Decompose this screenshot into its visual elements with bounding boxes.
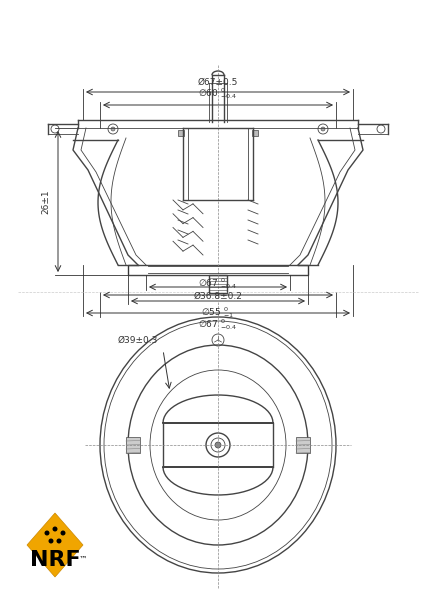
Text: $\varnothing$67 $^{0}_{-0.4}$: $\varnothing$67 $^{0}_{-0.4}$ xyxy=(198,276,238,291)
Bar xyxy=(128,265,308,275)
Circle shape xyxy=(61,530,65,535)
Text: ™: ™ xyxy=(79,555,87,564)
Circle shape xyxy=(57,539,61,544)
Text: Ø67±0.5: Ø67±0.5 xyxy=(198,78,238,87)
Text: $\varnothing$55 $^{0}_{-1}$: $\varnothing$55 $^{0}_{-1}$ xyxy=(201,305,235,320)
Text: NRF: NRF xyxy=(30,550,80,570)
Circle shape xyxy=(44,530,50,535)
Bar xyxy=(296,437,310,453)
Polygon shape xyxy=(27,513,83,577)
Text: 26±1: 26±1 xyxy=(41,189,50,214)
Circle shape xyxy=(48,539,54,544)
Bar xyxy=(252,130,258,136)
Text: Ø39±0.3: Ø39±0.3 xyxy=(118,336,158,345)
Text: Ø36.8±0.2: Ø36.8±0.2 xyxy=(194,292,242,301)
Text: $\varnothing$67 $^{0}_{-0.4}$: $\varnothing$67 $^{0}_{-0.4}$ xyxy=(198,317,238,332)
Circle shape xyxy=(321,127,325,131)
Circle shape xyxy=(111,127,115,131)
Circle shape xyxy=(52,527,58,532)
Bar xyxy=(209,275,227,293)
Bar xyxy=(178,130,184,136)
Bar xyxy=(126,437,140,453)
Circle shape xyxy=(215,442,221,448)
Text: $\varnothing$60 $^{0}_{-0.4}$: $\varnothing$60 $^{0}_{-0.4}$ xyxy=(198,86,238,101)
